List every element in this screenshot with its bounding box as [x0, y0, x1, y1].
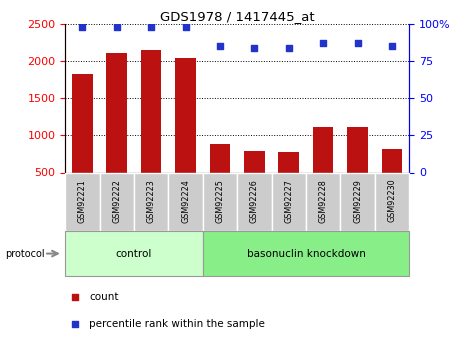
- Text: protocol: protocol: [5, 249, 44, 258]
- Bar: [306, 172, 340, 231]
- Point: [147, 24, 155, 30]
- Text: control: control: [116, 249, 152, 258]
- Bar: [100, 172, 134, 231]
- Bar: [134, 172, 168, 231]
- Bar: [72, 74, 93, 209]
- Text: GSM92221: GSM92221: [78, 179, 87, 223]
- Bar: [347, 127, 368, 209]
- Text: count: count: [89, 292, 119, 302]
- Bar: [313, 127, 333, 209]
- Text: GSM92229: GSM92229: [353, 179, 362, 223]
- Bar: [382, 149, 402, 209]
- Point: [182, 24, 189, 30]
- Bar: [203, 231, 409, 276]
- Text: GSM92230: GSM92230: [387, 179, 397, 223]
- Bar: [272, 172, 306, 231]
- Point: [79, 24, 86, 30]
- Text: basonuclin knockdown: basonuclin knockdown: [246, 249, 365, 258]
- Bar: [65, 172, 100, 231]
- Point: [354, 41, 361, 46]
- Point: [72, 294, 79, 299]
- Text: GSM92222: GSM92222: [112, 179, 121, 223]
- Point: [113, 24, 120, 30]
- Point: [285, 45, 292, 51]
- Point: [319, 41, 327, 46]
- Bar: [210, 144, 230, 209]
- Bar: [244, 151, 265, 209]
- Bar: [106, 53, 127, 209]
- Point: [388, 43, 396, 49]
- Point: [216, 43, 224, 49]
- Text: GSM92223: GSM92223: [146, 179, 156, 223]
- Title: GDS1978 / 1417445_at: GDS1978 / 1417445_at: [160, 10, 314, 23]
- Text: GSM92226: GSM92226: [250, 179, 259, 223]
- Point: [72, 322, 79, 327]
- Text: GSM92225: GSM92225: [215, 179, 225, 223]
- Bar: [340, 172, 375, 231]
- Bar: [279, 152, 299, 209]
- Bar: [141, 50, 161, 209]
- Bar: [168, 172, 203, 231]
- Bar: [203, 172, 237, 231]
- Bar: [175, 58, 196, 209]
- Text: GSM92224: GSM92224: [181, 179, 190, 223]
- Text: GSM92227: GSM92227: [284, 179, 293, 223]
- Text: GSM92228: GSM92228: [319, 179, 328, 223]
- Bar: [375, 172, 409, 231]
- Text: percentile rank within the sample: percentile rank within the sample: [89, 319, 265, 329]
- Bar: [237, 172, 272, 231]
- Bar: [65, 231, 203, 276]
- Point: [251, 45, 258, 51]
